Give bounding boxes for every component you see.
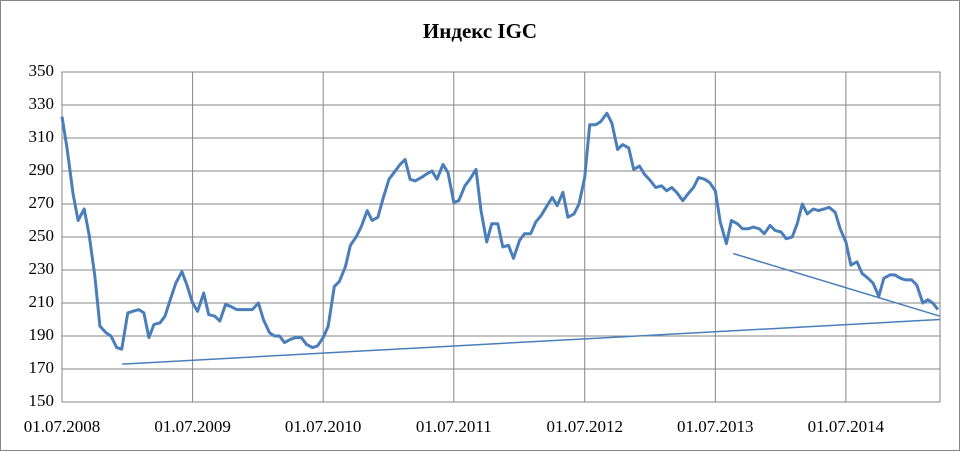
- y-tick-label: 170: [29, 358, 55, 377]
- y-tick-label: 150: [29, 391, 55, 410]
- x-tick-label: 01.07.2014: [808, 417, 885, 436]
- y-tick-label: 310: [29, 127, 55, 146]
- x-tick-label: 01.07.2009: [154, 417, 231, 436]
- x-tick-label: 01.07.2013: [677, 417, 754, 436]
- x-tick-label: 01.07.2011: [416, 417, 492, 436]
- x-tick-label: 01.07.2010: [285, 417, 362, 436]
- chart-title: Индекс IGC: [423, 19, 537, 43]
- y-tick-label: 190: [29, 325, 55, 344]
- y-tick-label: 330: [29, 94, 55, 113]
- x-tick-label: 01.07.2008: [24, 417, 101, 436]
- x-tick-label: 01.07.2012: [546, 417, 623, 436]
- y-tick-label: 230: [29, 259, 55, 278]
- plot-border: [61, 71, 941, 403]
- y-tick-label: 350: [29, 61, 55, 80]
- y-tick-label: 250: [29, 226, 55, 245]
- index-line: [60, 111, 940, 351]
- y-tick-label: 210: [29, 292, 55, 311]
- y-tick-label: 290: [29, 160, 55, 179]
- trend-line: [732, 252, 941, 317]
- y-tick-label: 270: [29, 193, 55, 212]
- trend-line: [122, 318, 941, 365]
